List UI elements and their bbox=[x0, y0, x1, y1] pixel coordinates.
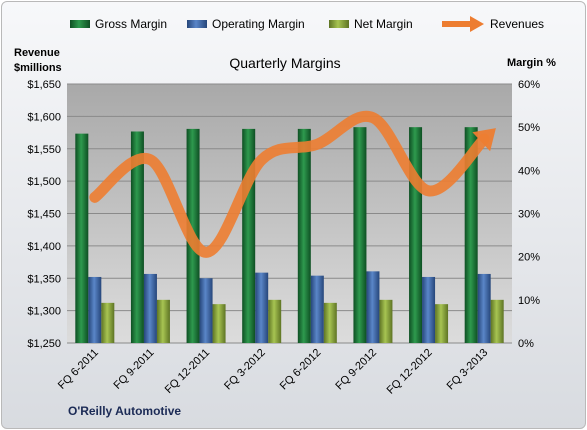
right-tick-label: 20% bbox=[518, 252, 540, 264]
right-tick-label: 0% bbox=[518, 338, 534, 350]
right-axis-ticks: 0% 10% 20% 30% 40% 50% 60% bbox=[518, 79, 540, 350]
gross-margin-bar bbox=[75, 133, 89, 343]
legend-item-operating-margin: Operating Margin bbox=[187, 17, 305, 31]
right-axis-title: Margin % bbox=[507, 57, 556, 69]
legend-item-net-margin: Net Margin bbox=[329, 17, 413, 31]
net-margin-bar bbox=[379, 299, 393, 343]
revenue-series bbox=[89, 110, 496, 258]
x-tick-label: FQ 6-2011 bbox=[56, 347, 101, 392]
right-tick-label: 60% bbox=[518, 79, 540, 91]
right-tick-label: 40% bbox=[518, 165, 540, 177]
operating-margin-bar bbox=[255, 272, 269, 343]
gross-margin-bar bbox=[409, 127, 423, 344]
legend-swatch-operating-margin bbox=[187, 20, 207, 28]
right-tick-label: 30% bbox=[518, 209, 540, 221]
legend-label-operating-margin: Operating Margin bbox=[212, 17, 305, 31]
left-tick-label: $1,650 bbox=[27, 79, 61, 91]
right-tick-label: 50% bbox=[518, 122, 540, 134]
revenue-line bbox=[89, 110, 490, 258]
legend-label-net-margin: Net Margin bbox=[354, 17, 413, 31]
x-tick-label: FQ 3-2012 bbox=[222, 347, 268, 393]
net-margin-bar bbox=[101, 302, 115, 343]
x-tick-label: FQ 3-2013 bbox=[445, 347, 491, 393]
chart-title: Quarterly Margins bbox=[229, 55, 340, 71]
left-tick-label: $1,450 bbox=[27, 209, 61, 221]
legend-item-gross-margin: Gross Margin bbox=[70, 17, 167, 31]
gross-margin-bar bbox=[297, 128, 311, 343]
operating-margin-bar bbox=[143, 273, 157, 343]
operating-margin-bar bbox=[477, 273, 491, 343]
operating-margin-bar bbox=[310, 275, 324, 343]
left-axis-ticks: $1,250 $1,300 $1,350 $1,400 $1,450 $1,500 $1,5… bbox=[27, 79, 61, 350]
gross-margin-bar bbox=[242, 128, 256, 343]
bar-series bbox=[75, 127, 504, 344]
left-axis-title-line1: Revenue bbox=[14, 47, 60, 59]
x-tick-label: FQ 12-2012 bbox=[385, 347, 435, 397]
left-tick-label: $1,300 bbox=[27, 306, 61, 318]
legend-label-gross-margin: Gross Margin bbox=[95, 17, 167, 31]
legend-swatch-gross-margin bbox=[70, 20, 90, 28]
legend-label-revenues: Revenues bbox=[490, 17, 544, 31]
left-tick-label: $1,550 bbox=[27, 144, 61, 156]
operating-margin-bar bbox=[422, 276, 436, 343]
operating-margin-bar bbox=[366, 271, 380, 343]
net-margin-bar bbox=[212, 304, 226, 343]
net-margin-bar bbox=[323, 302, 337, 343]
left-tick-label: $1,250 bbox=[27, 338, 61, 350]
left-tick-label: $1,400 bbox=[27, 241, 61, 253]
net-margin-bar bbox=[435, 304, 449, 343]
source-label: O'Reilly Automotive bbox=[68, 404, 181, 418]
gross-margin-bar bbox=[130, 131, 144, 343]
left-tick-label: $1,600 bbox=[27, 111, 61, 123]
legend-item-revenues: Revenues bbox=[442, 16, 544, 32]
revenue-arrowhead bbox=[472, 128, 496, 152]
operating-margin-bar bbox=[88, 276, 102, 343]
left-axis-title-line2: $millions bbox=[14, 62, 62, 74]
net-margin-bar bbox=[156, 299, 170, 343]
x-tick-label: FQ 9-2012 bbox=[333, 347, 379, 393]
operating-margin-bar bbox=[199, 278, 213, 343]
legend: Gross Margin Operating Margin Net Margin… bbox=[70, 16, 544, 32]
net-margin-bar bbox=[490, 299, 504, 343]
x-tick-label: FQ 9-2011 bbox=[111, 347, 156, 392]
right-tick-label: 10% bbox=[518, 295, 540, 307]
net-margin-bar bbox=[268, 299, 282, 343]
legend-arrowhead-revenues bbox=[470, 16, 484, 32]
gross-margin-bar bbox=[464, 127, 478, 344]
x-axis-ticks: FQ 6-2011 FQ 9-2011 FQ 12-2011 FQ 3-2012 FQ … bbox=[56, 347, 490, 397]
left-tick-label: $1,350 bbox=[27, 273, 61, 285]
x-tick-label: FQ 6-2012 bbox=[278, 347, 324, 393]
legend-swatch-net-margin bbox=[329, 20, 349, 28]
x-tick-label: FQ 12-2011 bbox=[163, 347, 212, 396]
gross-margin-bar bbox=[353, 127, 367, 344]
left-tick-label: $1,500 bbox=[27, 176, 61, 188]
